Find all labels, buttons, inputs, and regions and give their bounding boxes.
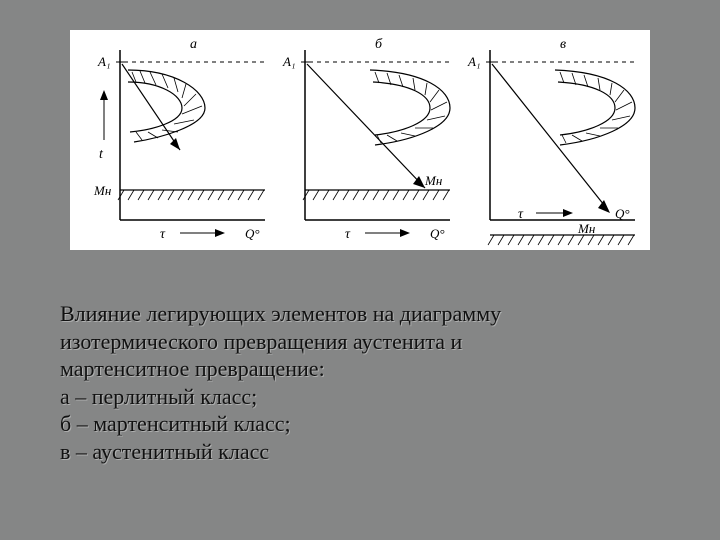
mn-label-b: Mн bbox=[424, 173, 442, 188]
caption-line: мартенситное превращение: bbox=[60, 355, 660, 383]
a1-label-a: A₁ bbox=[97, 54, 110, 69]
panel-a: а A₁ t bbox=[93, 37, 268, 242]
panel-b-label: б bbox=[375, 37, 383, 52]
q0-label-b: Q° bbox=[430, 226, 445, 241]
caption-line: б – мартенситный класс; bbox=[60, 410, 660, 438]
mn-label-a: Mн bbox=[93, 183, 111, 198]
caption-line: Влияние легирующих элементов на диаграмм… bbox=[60, 300, 660, 328]
q0-label-a: Q° bbox=[245, 226, 260, 241]
slide: а A₁ t bbox=[0, 0, 720, 540]
panel-c: в A₁ bbox=[467, 37, 638, 245]
tau-label-a: τ bbox=[160, 227, 166, 242]
isothermal-transformation-diagram: а A₁ t bbox=[70, 30, 650, 250]
panel-c-label: в bbox=[560, 37, 566, 52]
mn-label-c: Mн bbox=[577, 221, 595, 236]
caption-line: a – перлитный класс; bbox=[60, 383, 660, 411]
diagram-panel: а A₁ t bbox=[70, 30, 650, 250]
caption-line: изотермического превращения аустенита и bbox=[60, 328, 660, 356]
panel-a-label: а bbox=[190, 37, 197, 52]
caption-line: в – аустенитный класс bbox=[60, 438, 660, 466]
caption-block: Влияние легирующих элементов на диаграмм… bbox=[60, 300, 660, 465]
panel-b: б A₁ bbox=[282, 37, 453, 242]
a1-label-c: A₁ bbox=[467, 54, 480, 69]
tau-label-b: τ bbox=[345, 227, 351, 242]
q0-label-c: Q° bbox=[615, 206, 630, 221]
a1-label-b: A₁ bbox=[282, 54, 295, 69]
t-label-a: t bbox=[99, 147, 104, 162]
